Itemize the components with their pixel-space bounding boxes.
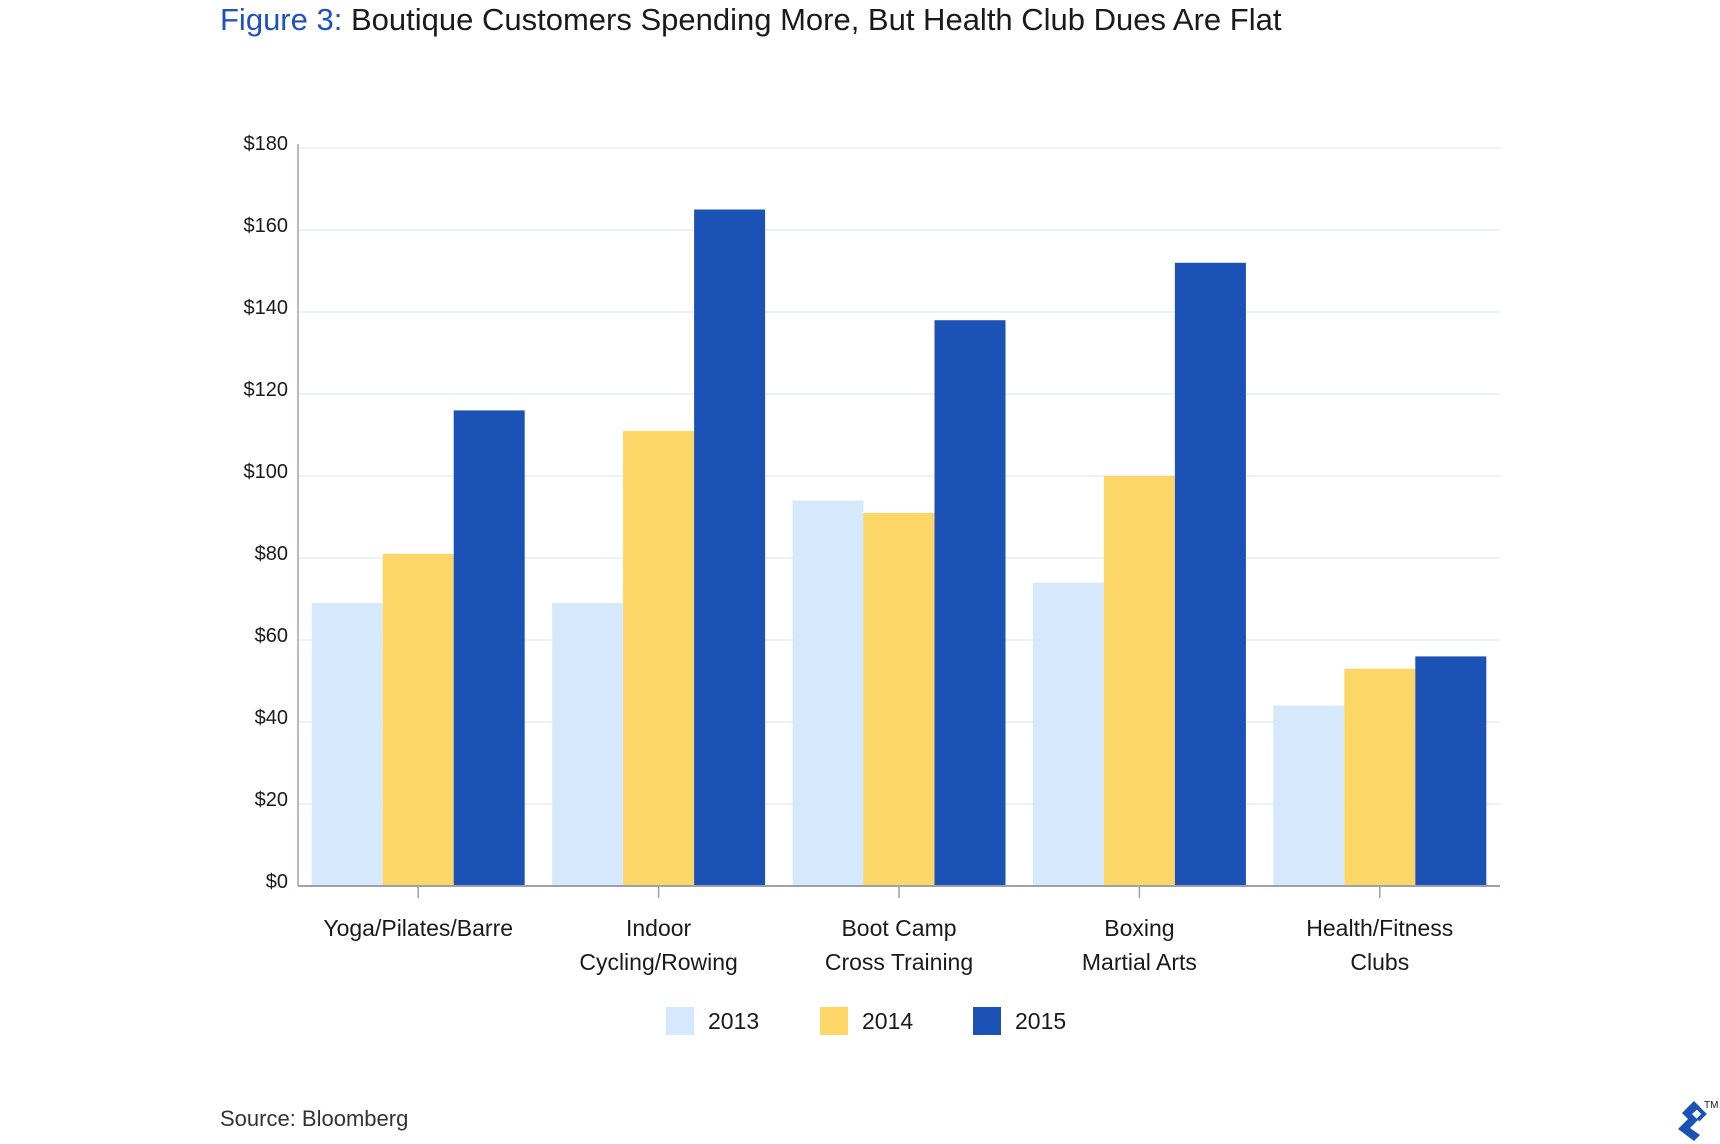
y-tick-label: $140	[244, 297, 289, 319]
y-axis: $0 $20 $40 $60 $80 $100 $120 $140 $160 $180	[244, 133, 299, 893]
legend-swatch-2014	[820, 1007, 848, 1035]
x-tick-label-line: Cross Training	[825, 949, 973, 975]
x-axis: Yoga/Pilates/Barre Indoor Cycling/Rowing Bo…	[298, 885, 1500, 975]
figure-number: Figure 3:	[220, 2, 343, 37]
bar-2015	[694, 209, 766, 886]
x-tick-label-line: Cycling/Rowing	[579, 949, 738, 975]
legend-swatch-2013	[666, 1007, 694, 1035]
x-tick-label: Health/Fitness Clubs	[1306, 915, 1453, 975]
x-tick-label: Indoor Cycling/Rowing	[579, 915, 738, 975]
chart-title: Figure 3: Boutique Customers Spending Mo…	[220, 2, 1281, 38]
bar-2015	[1415, 656, 1487, 886]
y-tick-label: $100	[244, 461, 289, 483]
y-tick-label: $120	[244, 379, 289, 401]
bar-2013	[1032, 582, 1104, 886]
y-tick-label: $0	[266, 871, 288, 893]
legend: 2013 2014 2015	[666, 1007, 1066, 1035]
y-tick-label: $180	[244, 133, 289, 155]
bar-2014	[1344, 668, 1416, 886]
bar-2014	[382, 553, 454, 886]
y-tick-label: $160	[244, 215, 289, 237]
legend-label-2014: 2014	[862, 1008, 913, 1034]
source-note: Source: Bloomberg	[220, 1106, 409, 1131]
bar-2014	[863, 512, 935, 886]
bar-2013	[311, 603, 383, 886]
legend-label-2015: 2015	[1015, 1008, 1066, 1034]
y-tick-label: $60	[255, 625, 288, 647]
y-tick-label: $80	[255, 543, 288, 565]
x-tick-label: Boxing Martial Arts	[1082, 915, 1197, 975]
x-tick-label: Yoga/Pilates/Barre	[323, 915, 513, 941]
bars	[311, 209, 1487, 886]
bar-2015	[1174, 262, 1246, 886]
trademark: TM	[1704, 1100, 1718, 1111]
bar-2015	[453, 410, 525, 886]
y-tick-label: $40	[255, 707, 288, 729]
bar-2015	[934, 320, 1006, 886]
x-tick-label-line: Yoga/Pilates/Barre	[323, 915, 513, 941]
x-tick-label: Boot Camp Cross Training	[825, 915, 973, 975]
bar-2013	[1273, 705, 1345, 886]
x-tick-label-line: Indoor	[626, 915, 692, 941]
x-tick-label-line: Martial Arts	[1082, 949, 1197, 975]
x-tick-label-line: Boxing	[1104, 915, 1174, 941]
x-tick-label-line: Boot Camp	[841, 915, 956, 941]
bar-2013	[792, 500, 864, 886]
y-tick-label: $20	[255, 789, 288, 811]
toptal-logo-icon: TM	[1678, 1100, 1718, 1141]
bar-2014	[623, 430, 695, 886]
x-tick-label-line: Health/Fitness	[1306, 915, 1453, 941]
legend-label-2013: 2013	[708, 1008, 759, 1034]
bar-2014	[1103, 476, 1175, 886]
legend-swatch-2015	[973, 1007, 1001, 1035]
title-text: Boutique Customers Spending More, But He…	[350, 2, 1282, 37]
x-tick-label-line: Clubs	[1350, 949, 1409, 975]
bar-2013	[552, 603, 624, 886]
